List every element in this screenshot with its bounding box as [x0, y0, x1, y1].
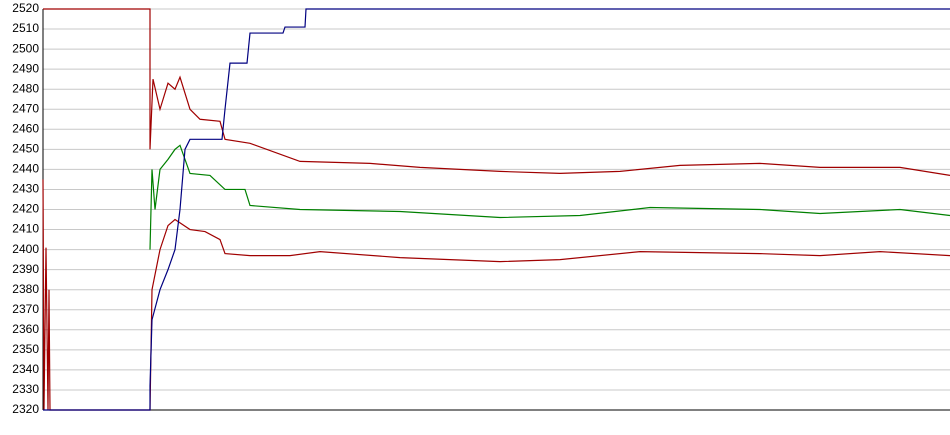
y-tick-label: 2410: [12, 222, 39, 236]
y-tick-label: 2340: [12, 362, 39, 376]
series-line: [43, 8, 950, 411]
y-tick-label: 2360: [12, 322, 39, 336]
series-line: [42, 179, 950, 411]
y-tick-label: 2370: [12, 302, 39, 316]
y-tick-label: 2460: [12, 121, 39, 135]
y-tick-label: 2400: [12, 242, 39, 256]
y-tick-label: 2320: [12, 402, 39, 416]
y-tick-label: 2480: [12, 81, 39, 95]
series-line: [149, 144, 950, 250]
y-tick-label: 2520: [12, 1, 39, 15]
series-line: [43, 8, 950, 177]
y-tick-label: 2450: [12, 142, 39, 156]
y-tick-label: 2470: [12, 101, 39, 115]
y-tick-label: 2500: [12, 41, 39, 55]
y-tick-label: 2420: [12, 202, 39, 216]
y-tick-label: 2330: [12, 382, 39, 396]
y-tick-label: 2390: [12, 262, 39, 276]
y-tick-label: 2490: [12, 61, 39, 75]
y-tick-label: 2380: [12, 282, 39, 296]
y-tick-label: 2440: [12, 162, 39, 176]
y-tick-label: 2430: [12, 182, 39, 196]
y-tick-label: 2350: [12, 342, 39, 356]
y-tick-label: 2510: [12, 21, 39, 35]
